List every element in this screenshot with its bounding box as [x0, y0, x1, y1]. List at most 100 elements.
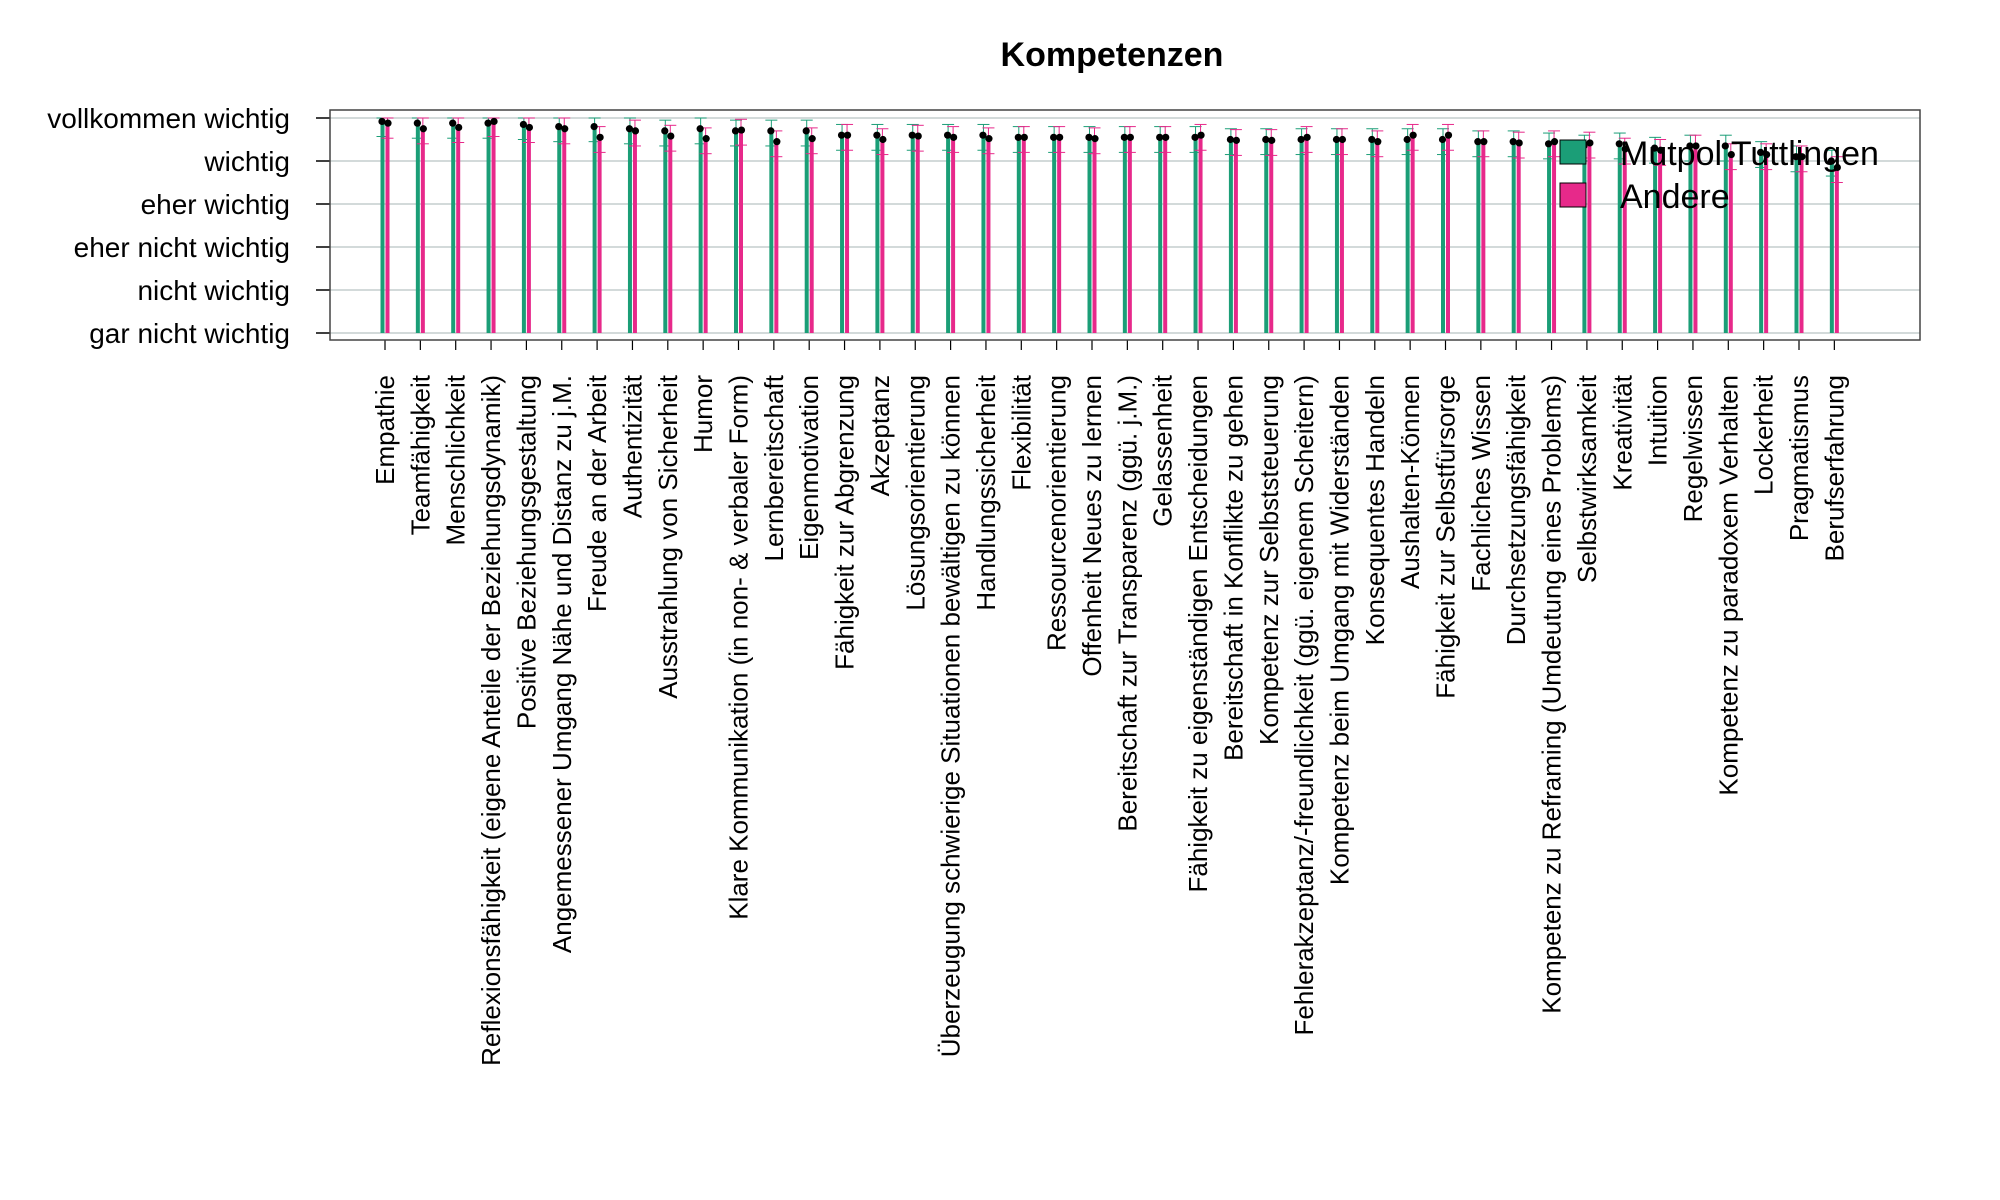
point-mutpol	[802, 127, 810, 135]
bar-andere	[1092, 138, 1097, 333]
bar-mutpol	[1653, 148, 1658, 333]
point-andere	[1126, 133, 1134, 141]
bar-mutpol	[1511, 141, 1516, 333]
category-group	[1154, 126, 1172, 333]
x-tick-label: Angemessener Umgang Nähe und Distanz zu …	[547, 375, 577, 953]
bar-mutpol	[1122, 137, 1127, 333]
point-mutpol	[1474, 138, 1482, 146]
bar-andere	[562, 128, 567, 333]
bar-andere	[420, 128, 425, 333]
bar-mutpol	[1052, 137, 1057, 333]
x-tick-label: Bereitschaft zur Transparenz (ggü. j.M.)	[1112, 375, 1142, 832]
category-group	[1684, 134, 1702, 333]
bar-mutpol	[840, 135, 845, 333]
bar-andere	[1269, 140, 1274, 333]
point-mutpol	[1721, 142, 1729, 150]
bar-andere	[1304, 137, 1309, 333]
point-andere	[737, 126, 746, 134]
bar-andere	[1587, 142, 1592, 333]
x-tick-label: Pragmatismus	[1784, 375, 1814, 541]
bar-mutpol	[557, 126, 562, 333]
category-group	[1790, 145, 1808, 333]
category-group	[977, 123, 995, 333]
point-andere	[384, 119, 392, 127]
bar-andere	[1339, 139, 1344, 333]
bar-mutpol	[663, 130, 668, 333]
point-mutpol	[1615, 140, 1623, 148]
point-andere	[1727, 150, 1735, 159]
point-mutpol	[378, 117, 386, 126]
point-mutpol	[1014, 133, 1022, 141]
point-andere	[950, 133, 958, 141]
x-tick-label: Akzeptanz	[865, 375, 895, 496]
x-tick-label: Authentizität	[617, 374, 647, 518]
bar-mutpol	[521, 124, 526, 333]
point-mutpol	[555, 123, 563, 131]
category-group	[1755, 141, 1773, 333]
point-mutpol	[731, 127, 740, 135]
y-tick-label: eher nicht wichtig	[74, 232, 290, 263]
bar-andere	[951, 137, 956, 333]
y-tick-label: eher wichtig	[141, 189, 290, 220]
point-andere	[455, 123, 463, 132]
point-mutpol	[413, 119, 421, 127]
point-andere	[702, 135, 710, 143]
bar-andere	[1481, 141, 1486, 333]
bar-mutpol	[1829, 161, 1834, 333]
x-tick-label: Durchsetzungsfähigkeit	[1501, 374, 1531, 645]
bar-mutpol	[1228, 139, 1233, 333]
x-tick-label: Fehlerakzeptanz/-freundlichkeit (ggü. ei…	[1289, 375, 1319, 1035]
x-tick-label: Regelwissen	[1678, 375, 1708, 522]
category-group	[553, 117, 571, 333]
category-group	[871, 123, 889, 333]
bar-mutpol	[1441, 139, 1445, 333]
category-group	[1437, 123, 1454, 333]
point-mutpol	[1156, 133, 1164, 141]
point-andere	[1798, 153, 1806, 161]
point-mutpol	[1085, 133, 1093, 141]
bar-mutpol	[946, 135, 951, 333]
x-tick-label: Kompetenz zur Selbststeuerung	[1254, 375, 1284, 745]
bar-andere	[491, 121, 496, 333]
category-group	[1825, 149, 1843, 333]
category-group	[765, 119, 783, 333]
category-group	[1401, 123, 1419, 333]
category-group	[1366, 128, 1384, 333]
point-andere	[1515, 139, 1523, 147]
chart-title: Kompetenzen	[1001, 36, 1224, 74]
bar-mutpol	[1617, 143, 1622, 333]
plot-frame	[329, 109, 1921, 341]
point-andere	[1338, 135, 1347, 144]
bar-andere	[1021, 137, 1026, 333]
bar-andere	[1799, 156, 1804, 333]
point-andere	[419, 125, 427, 133]
point-andere	[1374, 138, 1382, 146]
point-mutpol	[661, 127, 669, 135]
point-andere	[1621, 145, 1629, 153]
x-tick-label: Kompetenz zu Reframing (Umdeutung eines …	[1537, 375, 1567, 1014]
point-mutpol	[625, 125, 634, 133]
legend-swatch-andere	[1559, 182, 1587, 208]
bar-andere	[1693, 145, 1698, 333]
x-tick-label: Positive Beziehungsgestaltung	[511, 375, 541, 729]
bar-andere	[632, 130, 637, 333]
point-andere	[525, 123, 534, 132]
point-andere	[490, 117, 498, 126]
category-group	[1012, 126, 1030, 333]
category-group	[1330, 128, 1348, 333]
bar-mutpol	[1723, 145, 1728, 333]
point-mutpol	[1403, 135, 1411, 144]
bar-andere	[1764, 154, 1769, 333]
x-tick-label: Humor	[688, 375, 718, 453]
x-tick-label: Reflexionsfähigkeit (eigene Anteile der …	[476, 375, 506, 1066]
point-andere	[914, 132, 922, 140]
bar-mutpol	[1370, 139, 1375, 333]
bar-mutpol	[804, 130, 809, 333]
legend-label-mutpol: Mutpol Tuttlingen	[1620, 135, 1879, 173]
point-andere	[667, 132, 675, 140]
x-tick-label: Lockerheit	[1749, 374, 1779, 495]
bar-andere	[1622, 148, 1627, 333]
point-mutpol	[1050, 133, 1058, 141]
x-tick-label: Gelassenheit	[1148, 374, 1178, 527]
